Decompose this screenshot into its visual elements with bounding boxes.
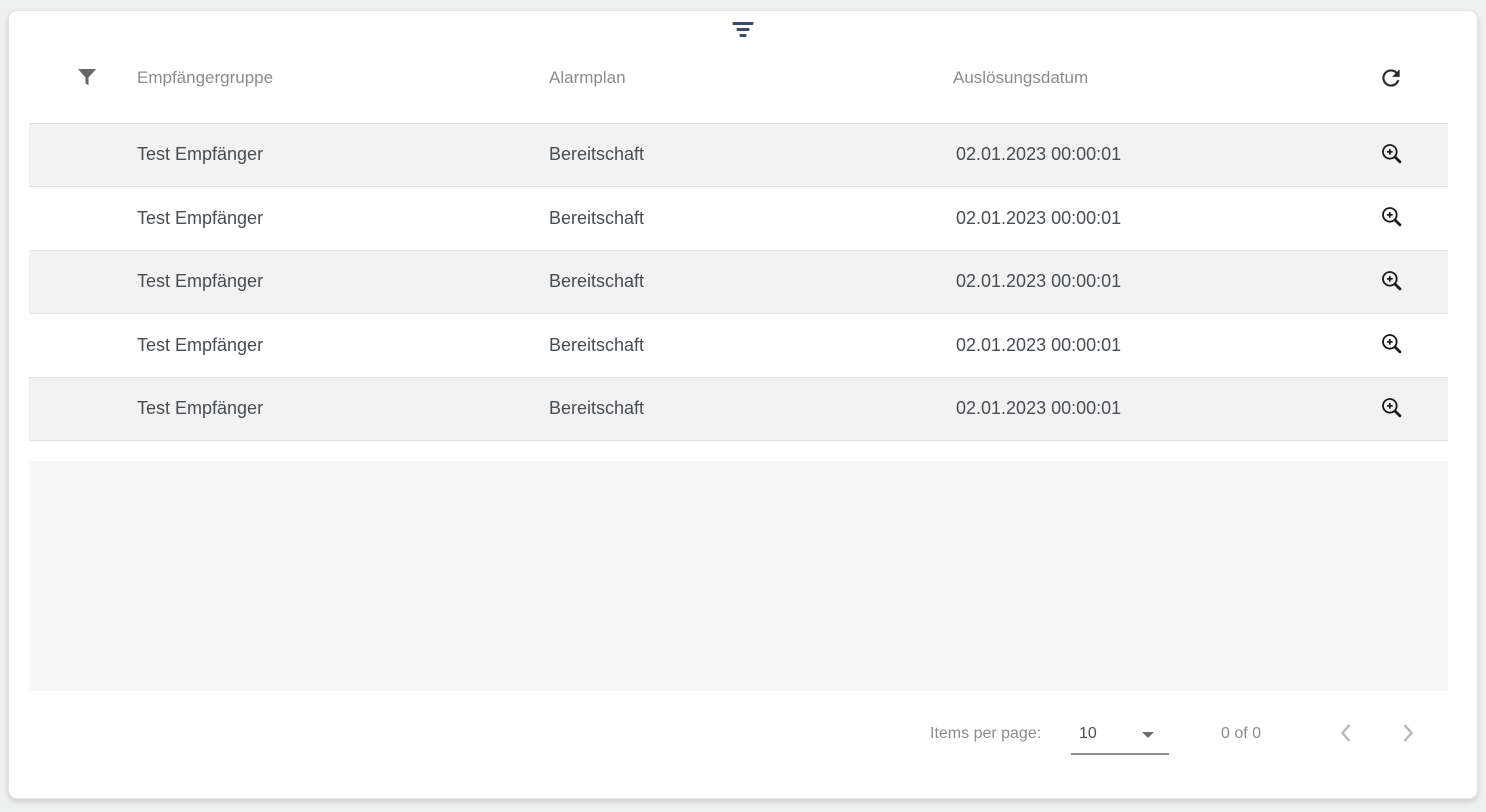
page-size-select[interactable]: 10 [1071,711,1170,757]
column-header-empfaengergruppe: Empfängergruppe [137,68,274,87]
zoom-in-icon [1379,204,1405,233]
refresh-icon [1378,65,1404,94]
select-underline [1071,753,1169,755]
cell-ausloesungsdatum: 02.01.2023 00:00:01 [956,144,1122,165]
cell-empfaengergruppe: Test Empfänger [137,144,264,165]
cell-alarmplan: Bereitschaft [549,271,645,292]
cell-alarmplan: Bereitschaft [549,334,645,355]
cell-alarmplan: Bereitschaft [549,207,645,228]
table-row: Test Empfänger Bereitschaft 02.01.2023 0… [29,186,1448,250]
row-detail-button[interactable] [1372,263,1412,303]
column-header-alarmplan: Alarmplan [549,68,626,87]
page-size-value: 10 [1079,725,1097,742]
table-row: Test Empfänger Bereitschaft 02.01.2023 0… [29,377,1448,441]
cell-alarmplan: Bereitschaft [549,398,645,419]
refresh-button[interactable] [1371,59,1411,99]
table-row: Test Empfänger Bereitschaft 02.01.2023 0… [29,123,1448,187]
paginator: Items per page: 10 0 of 0 [9,711,1477,761]
next-page-button[interactable] [1388,714,1428,754]
zoom-in-icon [1379,395,1405,424]
cell-empfaengergruppe: Test Empfänger [137,398,264,419]
chevron-left-icon [1339,722,1353,747]
zoom-in-icon [1379,141,1405,170]
table-card: Empfängergruppe Alarmplan Auslösungsdatu… [8,10,1478,799]
column-header-ausloesungsdatum: Auslösungsdatum [953,68,1089,87]
zoom-in-icon [1379,331,1405,360]
row-detail-button[interactable] [1372,325,1412,365]
empty-results-panel [29,461,1448,691]
items-per-page-label: Items per page: [930,725,1042,742]
table-row: Test Empfänger Bereitschaft 02.01.2023 0… [29,313,1448,377]
cell-ausloesungsdatum: 02.01.2023 00:00:01 [956,207,1122,228]
cell-ausloesungsdatum: 02.01.2023 00:00:01 [956,271,1122,292]
row-detail-button[interactable] [1372,198,1412,238]
row-detail-button[interactable] [1372,390,1412,430]
cell-empfaengergruppe: Test Empfänger [137,271,264,292]
cell-ausloesungsdatum: 02.01.2023 00:00:01 [956,334,1122,355]
cell-ausloesungsdatum: 02.01.2023 00:00:01 [956,398,1122,419]
table-body: Test Empfänger Bereitschaft 02.01.2023 0… [29,123,1448,441]
filter-button[interactable] [67,59,107,99]
filter-panel-toggle[interactable] [727,20,760,39]
previous-page-button[interactable] [1326,714,1366,754]
zoom-in-icon [1379,268,1405,297]
chevron-down-icon [1142,732,1154,738]
cell-empfaengergruppe: Test Empfänger [137,207,264,228]
funnel-filter-icon [75,66,99,93]
table-row: Test Empfänger Bereitschaft 02.01.2023 0… [29,250,1448,314]
chevron-right-icon [1401,722,1415,747]
page-range-label: 0 of 0 [1221,725,1262,742]
row-detail-button[interactable] [1372,136,1412,176]
cell-alarmplan: Bereitschaft [549,144,645,165]
cell-empfaengergruppe: Test Empfänger [137,334,264,355]
